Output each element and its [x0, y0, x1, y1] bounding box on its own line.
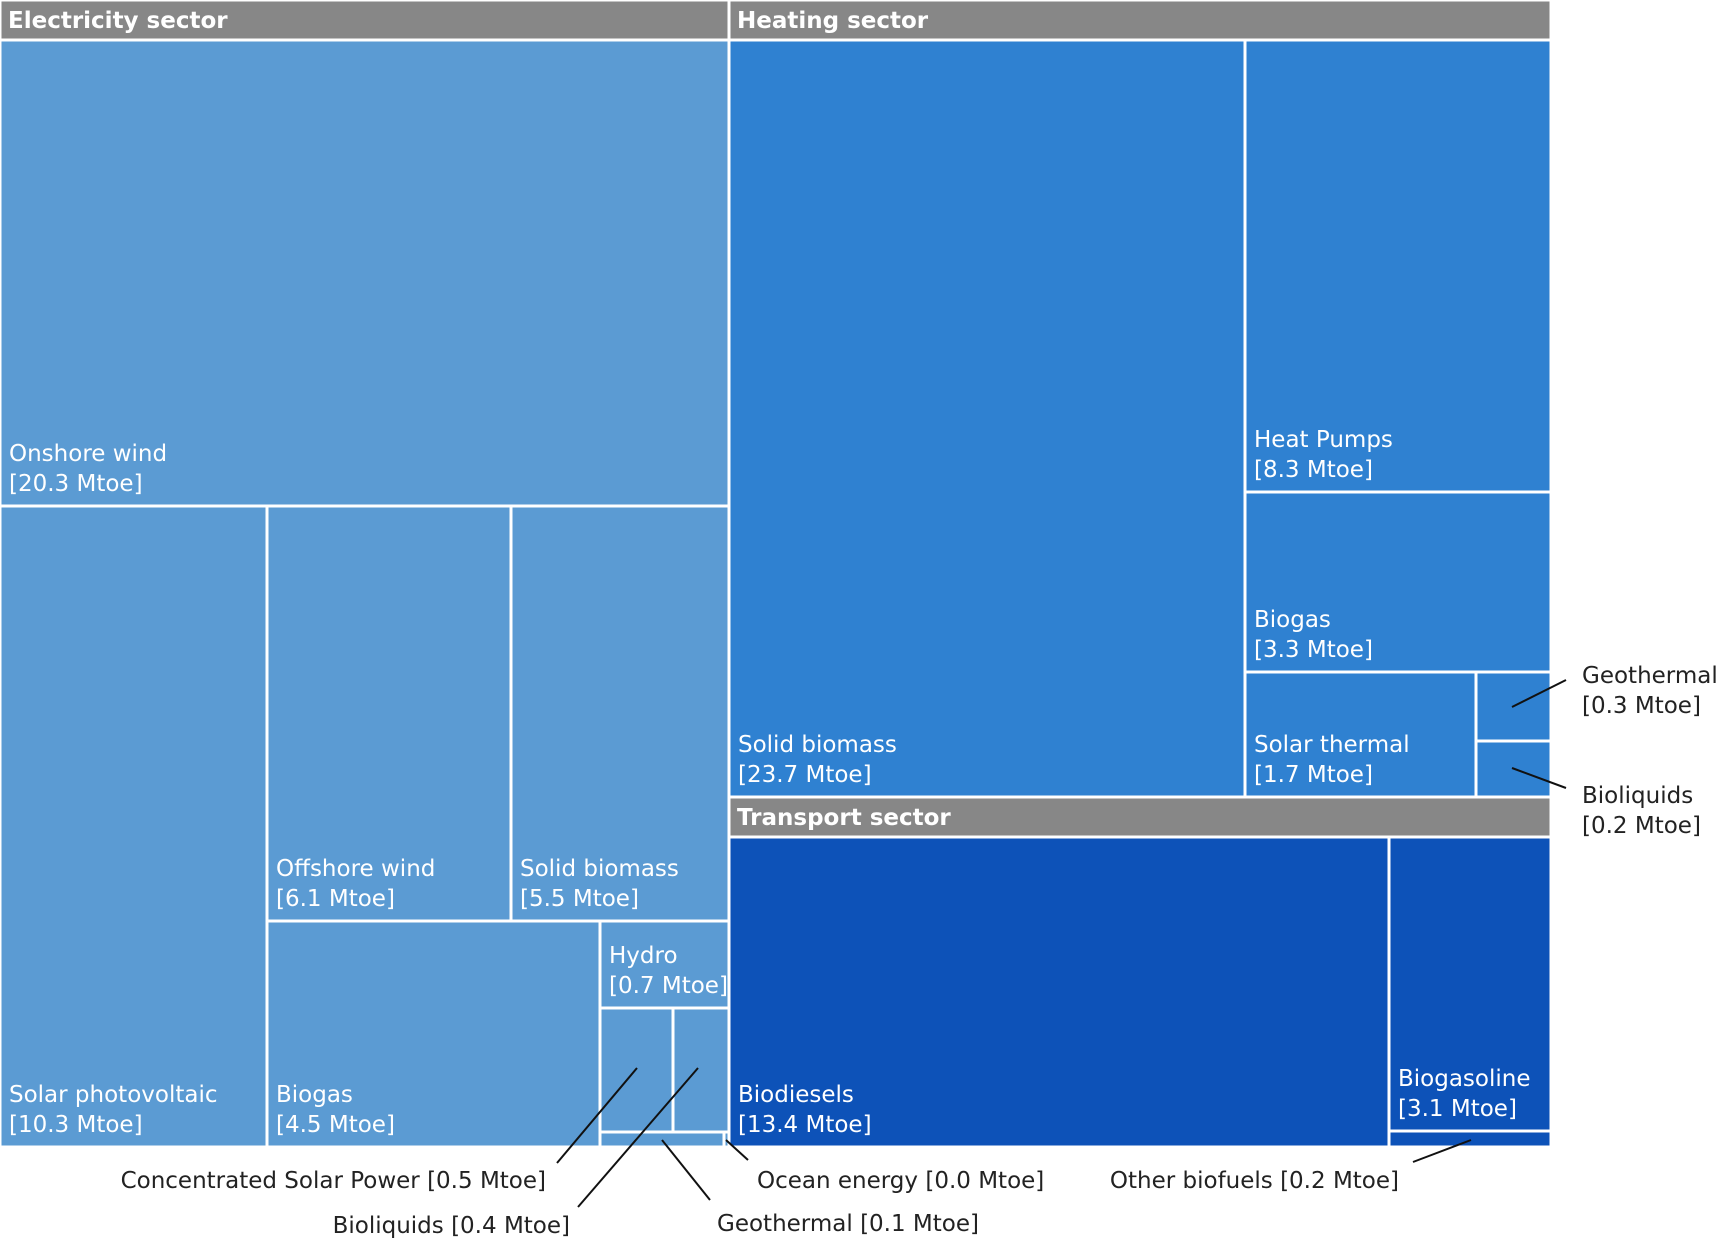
tile-transport-other-biofuels: [1387, 1129, 1553, 1149]
callout-value-electricity-geothermal: [0.1 Mtoe]: [860, 1211, 979, 1237]
callout-name-heating-geothermal: Geothermal: [1582, 663, 1718, 689]
callout-value-heating-bioliquids: [0.2 Mtoe]: [1582, 813, 1701, 839]
callout-line-heating-bioliquids: [1511, 767, 1567, 789]
tile-heating-biogas: [1243, 490, 1553, 674]
tile-value-electricity-offshore-wind: [6.1 Mtoe]: [276, 886, 395, 912]
callout-label-electricity-ocean-energy: Ocean energy [0.0 Mtoe]: [757, 1168, 1044, 1194]
tile-value-electricity-hydro: [0.7 Mtoe]: [609, 973, 728, 999]
sector-header-transport: [727, 795, 1553, 839]
sector-title-electricity: Electricity sector: [8, 8, 228, 34]
tile-label-transport-biogasoline: Biogasoline: [1398, 1066, 1531, 1092]
callout-name-electricity-bioliquids: Bioliquids: [333, 1213, 451, 1239]
callout-label-electricity-csp: Concentrated Solar Power [0.5 Mtoe]: [121, 1168, 546, 1194]
tile-value-electricity-solid-biomass: [5.5 Mtoe]: [520, 886, 639, 912]
callout-line-electricity-bioliquids: [577, 1067, 699, 1208]
callout-value-electricity-csp: [0.5 Mtoe]: [427, 1168, 546, 1194]
callout-value-electricity-bioliquids: [0.4 Mtoe]: [451, 1213, 570, 1239]
tile-electricity-geothermal: [598, 1130, 726, 1149]
callout-line-electricity-csp: [556, 1067, 638, 1164]
tile-label-electricity-onshore-wind: Onshore wind: [9, 441, 167, 467]
sector-title-heating: Heating sector: [737, 8, 929, 34]
tile-value-heating-biogas: [3.3 Mtoe]: [1254, 637, 1373, 663]
tile-electricity-bioliquids: [671, 1006, 731, 1134]
tile-label-transport-biodiesels: Biodiesels: [738, 1082, 854, 1108]
tile-value-heating-heat-pumps: [8.3 Mtoe]: [1254, 457, 1373, 483]
sector-header-heating: [727, 0, 1553, 42]
callout-name-electricity-csp: Concentrated Solar Power: [121, 1168, 428, 1194]
tile-electricity-biogas: [265, 919, 602, 1149]
tile-label-electricity-solar-pv: Solar photovoltaic: [9, 1082, 217, 1108]
tile-label-electricity-biogas: Biogas: [276, 1082, 353, 1108]
tile-value-heating-solid-biomass: [23.7 Mtoe]: [738, 762, 872, 788]
tile-label-heating-biogas: Biogas: [1254, 607, 1331, 633]
callout-label-electricity-bioliquids: Bioliquids [0.4 Mtoe]: [333, 1213, 570, 1239]
tile-label-heating-solar-thermal: Solar thermal: [1254, 732, 1410, 758]
callout-label-electricity-geothermal: Geothermal [0.1 Mtoe]: [717, 1211, 979, 1237]
callout-label-transport-other-biofuels: Other biofuels [0.2 Mtoe]: [1110, 1168, 1399, 1194]
callout-name-heating-bioliquids: Bioliquids: [1582, 783, 1693, 809]
tile-value-heating-solar-thermal: [1.7 Mtoe]: [1254, 762, 1373, 788]
tile-value-transport-biogasoline: [3.1 Mtoe]: [1398, 1096, 1517, 1122]
tile-heating-solar-thermal: [1243, 670, 1478, 799]
tile-heating-solid-biomass: [727, 38, 1247, 799]
callout-name-electricity-geothermal: Geothermal: [717, 1211, 860, 1237]
callout-value-heating-geothermal: [0.3 Mtoe]: [1582, 693, 1701, 719]
tile-value-electricity-onshore-wind: [20.3 Mtoe]: [9, 471, 143, 497]
tile-electricity-solar-pv: [0, 504, 269, 1149]
callout-line-heating-geothermal: [1511, 679, 1567, 708]
tile-electricity-onshore-wind: [0, 38, 731, 508]
sector-title-transport: Transport sector: [737, 805, 951, 831]
callout-value-transport-other-biofuels: [0.2 Mtoe]: [1280, 1168, 1399, 1194]
tile-electricity-hydro: [598, 919, 731, 1010]
tile-heating-heat-pumps: [1243, 38, 1553, 494]
callout-line-electricity-geothermal: [661, 1139, 711, 1201]
tile-label-electricity-solid-biomass: Solid biomass: [520, 856, 679, 882]
tile-transport-biodiesels: [727, 835, 1391, 1149]
tile-value-electricity-solar-pv: [10.3 Mtoe]: [9, 1112, 143, 1138]
callout-name-transport-other-biofuels: Other biofuels: [1110, 1168, 1280, 1194]
tile-value-electricity-biogas: [4.5 Mtoe]: [276, 1112, 395, 1138]
tile-transport-biogasoline: [1387, 835, 1553, 1133]
tile-label-heating-solid-biomass: Solid biomass: [738, 732, 897, 758]
callout-line-transport-other-biofuels: [1412, 1139, 1472, 1163]
tile-label-heating-heat-pumps: Heat Pumps: [1254, 427, 1393, 453]
tile-label-electricity-offshore-wind: Offshore wind: [276, 856, 435, 882]
tile-label-electricity-hydro: Hydro: [609, 943, 678, 969]
tile-value-transport-biodiesels: [13.4 Mtoe]: [738, 1112, 872, 1138]
callout-value-electricity-ocean-energy: [0.0 Mtoe]: [925, 1168, 1044, 1194]
tile-electricity-offshore-wind: [265, 504, 513, 923]
callout-name-electricity-ocean-energy: Ocean energy: [757, 1168, 925, 1194]
tile-electricity-solid-biomass: [509, 504, 731, 923]
callout-line-electricity-ocean-energy: [725, 1139, 749, 1161]
